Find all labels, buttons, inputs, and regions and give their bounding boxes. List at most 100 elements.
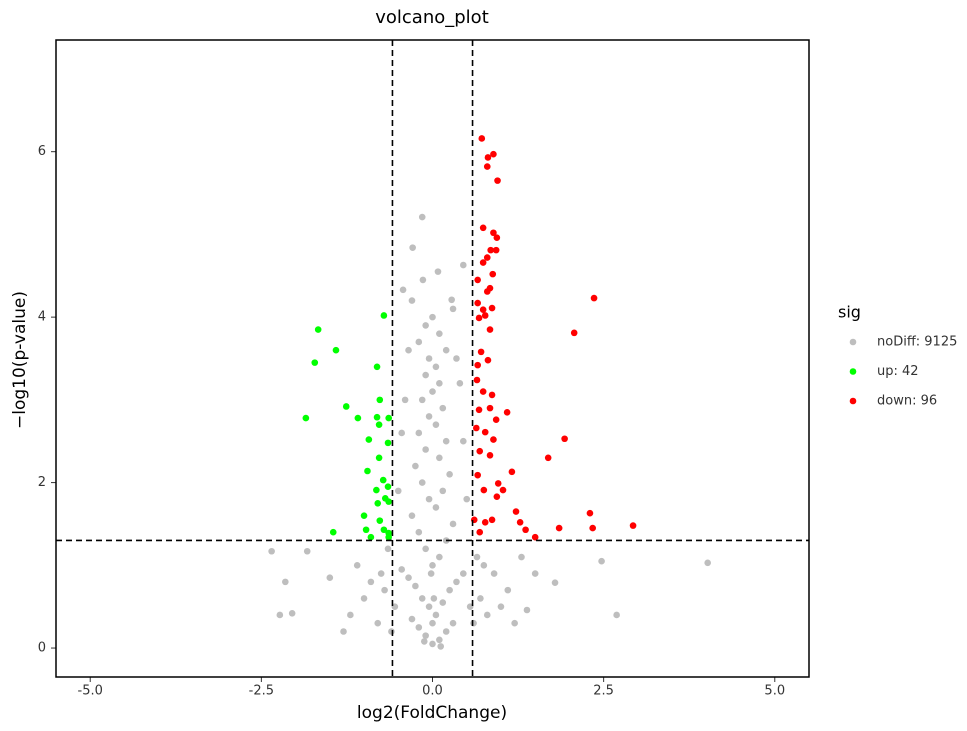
data-point bbox=[408, 297, 416, 304]
data-point bbox=[342, 403, 350, 410]
data-point bbox=[481, 428, 489, 436]
data-point bbox=[408, 615, 416, 623]
data-point bbox=[418, 479, 426, 486]
data-point bbox=[561, 435, 568, 443]
data-point bbox=[436, 380, 443, 387]
data-point bbox=[473, 376, 481, 384]
x-tick-label: -2.5 bbox=[249, 684, 274, 699]
data-point bbox=[483, 163, 491, 170]
data-point bbox=[412, 582, 419, 590]
data-point bbox=[415, 338, 423, 346]
data-point bbox=[453, 355, 460, 362]
data-point bbox=[483, 254, 491, 261]
x-tick-label: 2.5 bbox=[593, 684, 614, 699]
data-point bbox=[503, 408, 511, 416]
data-point bbox=[629, 522, 637, 529]
data-point bbox=[486, 404, 494, 412]
data-point bbox=[347, 611, 354, 619]
data-point bbox=[360, 512, 368, 519]
data-point bbox=[555, 524, 563, 532]
data-point bbox=[570, 329, 578, 337]
x-tick-label: -5.0 bbox=[78, 684, 103, 699]
data-point bbox=[704, 559, 711, 567]
data-point bbox=[374, 499, 382, 507]
data-point bbox=[460, 570, 467, 577]
data-point bbox=[373, 413, 381, 421]
data-point bbox=[398, 566, 405, 573]
data-point bbox=[422, 371, 429, 379]
data-point bbox=[385, 498, 392, 505]
data-point bbox=[442, 346, 450, 354]
data-point bbox=[415, 429, 423, 437]
data-point bbox=[590, 294, 598, 302]
data-point bbox=[367, 533, 375, 541]
data-point bbox=[453, 578, 460, 586]
data-point bbox=[432, 363, 440, 371]
data-point bbox=[353, 562, 361, 569]
data-point bbox=[399, 286, 407, 294]
data-point bbox=[518, 553, 525, 561]
data-point bbox=[476, 528, 484, 536]
data-point bbox=[613, 611, 620, 619]
data-point bbox=[551, 579, 559, 586]
data-point bbox=[586, 509, 594, 517]
data-point bbox=[401, 396, 409, 404]
data-point bbox=[473, 553, 481, 561]
data-point bbox=[380, 312, 388, 319]
data-point bbox=[425, 495, 433, 503]
data-point bbox=[475, 406, 483, 414]
data-point bbox=[373, 363, 381, 371]
data-point bbox=[475, 314, 483, 322]
data-point bbox=[511, 619, 518, 627]
data-point bbox=[522, 526, 529, 534]
data-point bbox=[442, 437, 450, 445]
data-point bbox=[427, 570, 435, 577]
y-axis-title: −log10(p-value) bbox=[10, 291, 30, 429]
data-point bbox=[302, 414, 310, 422]
data-point bbox=[504, 586, 512, 594]
data-point bbox=[484, 356, 492, 364]
data-point bbox=[375, 454, 383, 462]
data-point bbox=[481, 312, 489, 319]
data-point bbox=[425, 413, 433, 420]
data-point bbox=[463, 495, 471, 503]
data-point bbox=[449, 520, 457, 528]
data-point bbox=[425, 355, 433, 362]
x-tick-label: 0.0 bbox=[422, 684, 443, 699]
data-point bbox=[484, 154, 492, 161]
data-point bbox=[311, 359, 319, 366]
data-point bbox=[429, 640, 436, 648]
data-point bbox=[418, 213, 426, 221]
data-point bbox=[405, 346, 412, 354]
data-point bbox=[332, 346, 340, 354]
data-point bbox=[436, 454, 443, 462]
data-point bbox=[374, 619, 382, 627]
data-point bbox=[474, 276, 481, 284]
data-point bbox=[430, 595, 438, 602]
legend-marker bbox=[849, 368, 857, 375]
data-point bbox=[365, 436, 373, 443]
data-point bbox=[483, 611, 491, 619]
data-point bbox=[326, 574, 334, 582]
data-point bbox=[598, 557, 605, 565]
data-point bbox=[589, 524, 596, 532]
data-point bbox=[276, 611, 284, 619]
data-point bbox=[364, 467, 371, 475]
data-point bbox=[448, 296, 455, 304]
data-point bbox=[398, 429, 405, 437]
y-tick-label: 0 bbox=[38, 641, 46, 656]
data-point bbox=[486, 451, 494, 459]
data-point bbox=[476, 447, 484, 455]
data-point bbox=[314, 326, 322, 333]
data-point bbox=[439, 404, 447, 412]
data-point bbox=[474, 299, 481, 307]
data-point bbox=[429, 313, 436, 321]
data-point bbox=[422, 322, 429, 329]
data-point bbox=[488, 516, 496, 524]
data-point bbox=[492, 246, 500, 254]
data-point bbox=[478, 135, 486, 142]
data-point bbox=[477, 348, 485, 356]
data-point bbox=[512, 508, 520, 515]
data-point bbox=[531, 533, 539, 541]
